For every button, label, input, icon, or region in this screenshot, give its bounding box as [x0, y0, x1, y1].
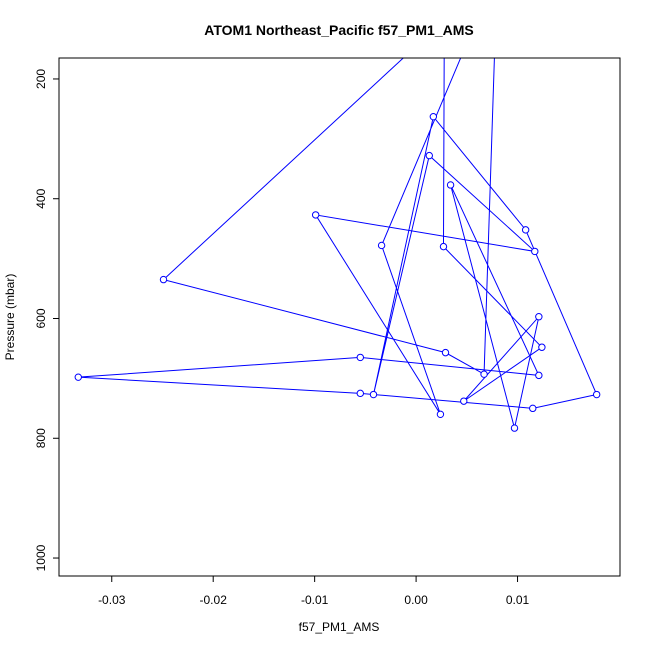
- y-tick-label: 1000: [34, 544, 48, 571]
- data-point: [592, 390, 601, 399]
- y-tick-label: 600: [34, 308, 48, 328]
- data-point: [429, 112, 438, 121]
- y-tick-label: 200: [34, 69, 48, 89]
- data-point: [441, 348, 450, 357]
- data-point: [480, 370, 488, 378]
- y-tick-label: 800: [34, 428, 48, 448]
- data-point: [425, 151, 433, 160]
- data-point: [159, 275, 168, 284]
- x-tick-label: 0.01: [506, 593, 530, 607]
- data-point: [311, 211, 320, 219]
- data-point: [369, 390, 378, 399]
- data-point: [356, 353, 364, 362]
- y-axis-label: Pressure (mbar): [3, 274, 17, 361]
- data-line: [78, 58, 598, 429]
- data-point: [446, 181, 455, 189]
- x-tick-label: 0.00: [404, 593, 428, 607]
- data-point: [510, 424, 519, 432]
- y-tick-label: 400: [34, 188, 48, 208]
- x-tick-label: -0.01: [301, 593, 329, 607]
- data-point: [535, 313, 543, 321]
- data-point: [436, 410, 445, 419]
- data-point: [531, 247, 539, 256]
- chart-title: ATOM1 Northeast_Pacific f57_PM1_AMS: [204, 22, 473, 38]
- data-point: [529, 404, 537, 413]
- data-point: [521, 226, 530, 234]
- data-point: [439, 242, 448, 251]
- x-tick-label: -0.02: [200, 593, 228, 607]
- plot-area: [74, 58, 601, 432]
- x-axis-label: f57_PM1_AMS: [299, 620, 380, 634]
- data-point: [74, 373, 82, 381]
- data-point: [460, 397, 468, 405]
- data-point: [538, 343, 546, 351]
- data-point: [535, 371, 543, 380]
- data-point: [356, 389, 364, 398]
- data-point: [377, 241, 386, 250]
- plot-frame: [58, 57, 621, 577]
- x-tick-label: -0.03: [98, 593, 126, 607]
